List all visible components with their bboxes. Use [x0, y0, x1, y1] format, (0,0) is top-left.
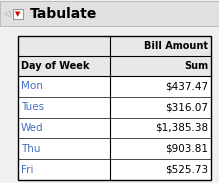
Text: ▼: ▼ [15, 11, 21, 17]
Text: Wed: Wed [21, 123, 44, 133]
Text: Mon: Mon [21, 81, 43, 91]
Text: Tues: Tues [21, 102, 44, 112]
Bar [0, 1, 219, 26]
Text: Bill Amount: Bill Amount [144, 41, 208, 51]
Text: Day of Week: Day of Week [21, 61, 90, 71]
Bar [18, 56, 211, 76]
Text: Sum: Sum [184, 61, 208, 71]
Text: ◁: ◁ [3, 9, 9, 18]
Text: Thu: Thu [21, 144, 41, 154]
Bar [18, 36, 211, 56]
Text: Tabulate: Tabulate [30, 7, 97, 20]
Text: $316.07: $316.07 [165, 102, 208, 112]
Bar [18, 36, 211, 180]
Text: $525.73: $525.73 [165, 165, 208, 175]
FancyBboxPatch shape [13, 8, 23, 18]
Text: $903.81: $903.81 [165, 144, 208, 154]
Text: $437.47: $437.47 [165, 81, 208, 91]
Text: Fri: Fri [21, 165, 34, 175]
Text: $1,385.38: $1,385.38 [155, 123, 208, 133]
Bar [18, 36, 211, 180]
